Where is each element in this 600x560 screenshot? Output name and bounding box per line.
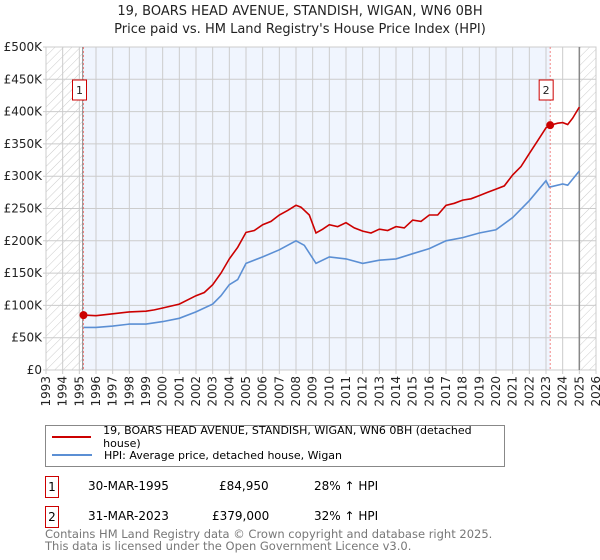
footer-line: This data is licensed under the Open Gov…: [45, 538, 412, 553]
x-tick-label: 2023: [539, 376, 553, 407]
marker-badge: 2: [45, 506, 59, 528]
date: 31-MAR-2023: [88, 509, 169, 523]
x-tick-label: 2002: [189, 376, 203, 407]
x-tick-label: 2014: [389, 376, 403, 407]
sale-point: [79, 311, 88, 320]
footer: Contains HM Land Registry data © Crown c…: [45, 527, 493, 553]
marker-badge: 1: [45, 476, 59, 498]
x-tick-label: 2008: [289, 376, 303, 407]
sale-label: 2: [543, 84, 550, 97]
x-tick-label: 2016: [422, 376, 436, 407]
x-tick-label: 2009: [306, 376, 320, 407]
y-tick-label: £350K: [4, 137, 44, 151]
legend-label: HPI: Average price, detached house, Wiga…: [104, 448, 343, 462]
price: £379,000: [212, 509, 270, 523]
transaction-row: 2 31-MAR-2023 £379,000 32% ↑ HPI: [45, 506, 545, 528]
blue-line-swatch: [52, 454, 92, 456]
x-tick-label: 2011: [339, 376, 353, 407]
x-tick-label: 1994: [56, 376, 70, 407]
x-tick-label: 1998: [122, 376, 136, 407]
plot-border: [45, 46, 597, 371]
sale-label: 1: [76, 84, 83, 97]
x-tick-label: 1995: [72, 376, 86, 407]
title-line-2: Price paid vs. HM Land Registry's House …: [114, 22, 486, 37]
legend: 19, BOARS HEAD AVENUE, STANDISH, WIGAN, …: [45, 424, 505, 467]
x-tick-label: 2019: [472, 376, 486, 407]
title-line-1: 19, BOARS HEAD AVENUE, STANDISH, WIGAN, …: [117, 4, 483, 19]
x-tick-label: 2017: [439, 376, 453, 407]
price-chart: 1993 1994 1995 1996 1997 1998 1999 2000 2001 2002…: [4, 40, 600, 407]
x-tick-label: 2022: [522, 376, 536, 407]
y-tick-label: £50K: [11, 331, 43, 345]
x-tick-label: 2006: [256, 376, 270, 407]
price: £84,950: [219, 479, 269, 493]
hpi-diff: 32% ↑ HPI: [314, 509, 379, 523]
hpi-diff: 28% ↑ HPI: [314, 479, 379, 493]
x-tick-label: 2013: [372, 376, 386, 407]
x-tick-label: 2018: [456, 376, 470, 407]
chart-title: 19, BOARS HEAD AVENUE, STANDISH, WIGAN, …: [0, 3, 600, 39]
y-tick-label: £0: [27, 363, 42, 377]
x-tick-label: 2024: [556, 376, 570, 407]
property-price-line: [83, 106, 580, 317]
transaction-row: 1 30-MAR-1995 £84,950 28% ↑ HPI: [45, 476, 545, 498]
x-tick-label: 2003: [206, 376, 220, 407]
y-tick-label: £450K: [4, 72, 44, 86]
legend-item-property: 19, BOARS HEAD AVENUE, STANDISH, WIGAN, …: [52, 424, 504, 450]
x-tick-label: 2005: [239, 376, 253, 407]
footer-line: Contains HM Land Registry data © Crown c…: [45, 527, 493, 541]
sale-point: [546, 121, 555, 130]
legend-item-hpi: HPI: Average price, detached house, Wiga…: [52, 447, 342, 463]
x-tick-label: 2026: [589, 376, 600, 407]
y-tick-label: £200K: [4, 234, 44, 248]
x-tick-label: 2010: [322, 376, 336, 407]
x-tick-label: 2020: [489, 376, 503, 407]
red-line-swatch: [52, 436, 92, 438]
x-tick-label: 2000: [156, 376, 170, 407]
legend-label: 19, BOARS HEAD AVENUE, STANDISH, WIGAN, …: [103, 424, 472, 450]
x-tick-label: 1999: [139, 376, 153, 407]
y-tick-label: £250K: [4, 202, 44, 216]
x-tick-label: 2001: [172, 376, 186, 407]
x-tick-label: 1996: [89, 376, 103, 407]
x-tick-label: 2015: [406, 376, 420, 407]
hpi-line: [83, 170, 580, 329]
x-tick-label: 2007: [272, 376, 286, 407]
x-tick-label: 2012: [356, 376, 370, 407]
x-tick-label: 2004: [222, 376, 236, 407]
y-tick-label: £400K: [4, 105, 44, 119]
y-tick-label: £150K: [4, 266, 44, 280]
y-tick-label: £500K: [4, 40, 44, 54]
date: 30-MAR-1995: [88, 479, 169, 493]
x-tick-label: 1997: [106, 376, 120, 407]
x-tick-label: 2025: [572, 376, 586, 407]
sale-label-box: [72, 79, 87, 101]
x-tick-label: 1993: [39, 376, 53, 407]
y-tick-label: £300K: [4, 169, 44, 183]
y-tick-label: £100K: [4, 298, 44, 312]
sale-label-box: [538, 79, 554, 101]
x-tick-label: 2021: [506, 376, 520, 407]
